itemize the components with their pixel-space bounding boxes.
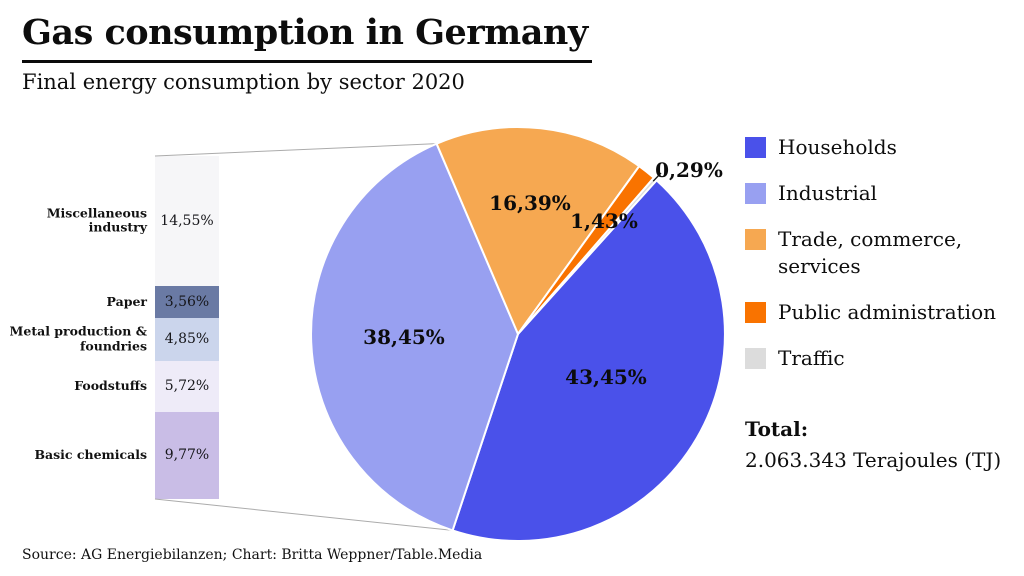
legend-item-trade: Trade, commerce, services: [745, 226, 1016, 280]
bar-segment-label: Metal production & foundries: [9, 323, 147, 354]
bar-segment-value: 9,77%: [164, 447, 210, 464]
bar-segment-basic-chemicals: 9,77%: [155, 411, 219, 499]
pie-slice-value-label: 43,45%: [565, 365, 647, 389]
pie-slice-value-label: 16,39%: [489, 191, 571, 215]
legend-label: Households: [778, 135, 897, 159]
industrial-swatch-icon: [745, 183, 766, 204]
pie-slice-value-label: 0,29%: [655, 158, 723, 182]
bar-segment-paper: 3,56%: [155, 285, 219, 318]
bar-segment-value: 5,72%: [164, 378, 210, 395]
bar-segment-label: Foodstuffs: [74, 378, 147, 394]
bar-segment-label: Paper: [106, 293, 147, 309]
industrial-breakdown-bar: 14,55% 3,56% 4,85% 5,72% 9,77%: [155, 156, 219, 499]
header: Gas consumption in Germany Final energy …: [22, 12, 592, 95]
connector-line-top: [154, 143, 437, 157]
households-swatch-icon: [745, 137, 766, 158]
page-title: Gas consumption in Germany: [22, 12, 592, 63]
bar-segment-label: Miscellaneous industry: [46, 205, 147, 235]
page-subtitle: Final energy consumption by sector 2020: [22, 70, 465, 94]
legend-item-households: Households: [745, 134, 1016, 161]
bar-segment-foodstuffs: 5,72%: [155, 360, 219, 412]
bar-segment-value: 14,55%: [160, 212, 214, 229]
legend-label: Public administration: [778, 300, 996, 324]
legend: Households Industrial Trade, commerce, s…: [745, 134, 1016, 372]
public-administration-swatch-icon: [745, 302, 766, 323]
pie-slice-value-label: 1,43%: [570, 209, 638, 233]
legend-label: Industrial: [778, 181, 878, 205]
traffic-swatch-icon: [745, 348, 766, 369]
total-value: 2.063.343 Terajoules (TJ): [745, 448, 1002, 472]
pie-slice-value-label: 38,45%: [363, 325, 445, 349]
trade-swatch-icon: [745, 229, 766, 250]
bar-segment-label: Basic chemicals: [34, 447, 147, 463]
legend-label: Traffic: [778, 346, 845, 370]
legend-item-traffic: Traffic: [745, 345, 1016, 372]
pie-slice-households: [451, 179, 726, 542]
bar-segment-miscellaneous-industry: 14,55%: [155, 156, 219, 286]
bar-segment-metal-production-foundries: 4,85%: [155, 317, 219, 361]
total-block: Total: 2.063.343 Terajoules (TJ): [745, 417, 1001, 472]
connector-line-bottom: [154, 498, 453, 531]
bar-segment-value: 3,56%: [164, 293, 210, 310]
legend-label: Trade, commerce, services: [778, 227, 963, 278]
total-label: Total:: [745, 417, 809, 441]
source-credit: Source: AG Energiebilanzen; Chart: Britt…: [22, 547, 483, 563]
legend-item-industrial: Industrial: [745, 180, 1016, 207]
legend-item-public-administration: Public administration: [745, 299, 1016, 326]
bar-segment-value: 4,85%: [164, 331, 210, 348]
